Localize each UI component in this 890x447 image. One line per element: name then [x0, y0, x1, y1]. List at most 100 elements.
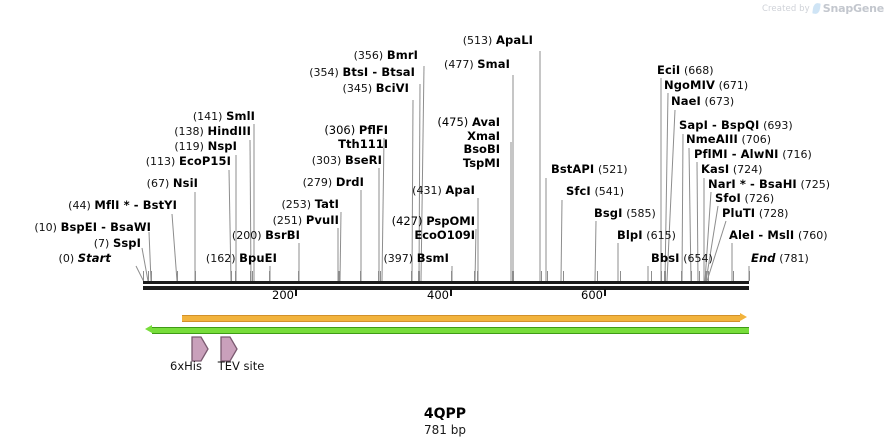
- site-tick-bbsi[interactable]: [650, 271, 652, 281]
- tag-arrow-6xhis[interactable]: [190, 334, 210, 364]
- site-tick-pspomi[interactable]: [474, 271, 476, 281]
- site-label-bspei[interactable]: (10) BspEI - BsaWI: [34, 221, 151, 235]
- site-tick-avai[interactable]: [511, 271, 513, 281]
- site-label-sapi[interactable]: SapI - BspQI (693): [679, 118, 793, 133]
- site-label-bsgi[interactable]: BsgI (585): [594, 207, 656, 221]
- site-label-bseri[interactable]: (303) BseRI: [312, 154, 382, 168]
- site-label-pluti[interactable]: PluTI (728): [722, 206, 788, 221]
- site-name-smai: SmaI: [477, 57, 510, 71]
- site-label-drdi[interactable]: (279) DrdI: [303, 176, 364, 190]
- site-tick-bmri[interactable]: [419, 271, 421, 281]
- site-tick-nari[interactable]: [705, 271, 707, 281]
- site-pos-hindiii: (138): [174, 125, 204, 138]
- site-tick-alei[interactable]: [732, 271, 734, 281]
- site-tick-pluti[interactable]: [707, 271, 709, 281]
- site-label-sspi[interactable]: (7) SspI: [94, 237, 141, 251]
- site-tick-btsi[interactable]: [417, 271, 419, 281]
- site-pos-nspi: (119): [174, 140, 204, 153]
- site-pos-kasi: (724): [732, 163, 763, 176]
- site-tick-nmeaiii[interactable]: [690, 271, 692, 281]
- site-label-smli[interactable]: (141) SmlI: [193, 110, 255, 124]
- site-label-tati[interactable]: (253) TatI: [281, 198, 339, 212]
- site-tick-apai[interactable]: [477, 271, 479, 281]
- site-tick-pvuii[interactable]: [337, 271, 339, 281]
- site-label-bstapi[interactable]: BstAPI (521): [551, 163, 628, 177]
- site-label-bsrbi[interactable]: (200) BsrBI: [232, 229, 300, 243]
- site-label-alei[interactable]: AleI - MslI (760): [729, 229, 828, 243]
- site-label-start[interactable]: (0) Start: [59, 252, 111, 266]
- site-label-smai[interactable]: (477) SmaI: [444, 57, 510, 72]
- site-label-ngomiv[interactable]: NgoMIV (671): [664, 79, 748, 93]
- site-tick-bsgi[interactable]: [596, 271, 598, 281]
- site-label-sfci[interactable]: SfcI (541): [566, 185, 624, 199]
- tag-arrow-tev-site[interactable]: [219, 334, 239, 364]
- site-tick-blpi[interactable]: [620, 271, 622, 281]
- site-tick-nspi[interactable]: [235, 271, 237, 281]
- site-label-nspi[interactable]: (119) NspI: [174, 140, 237, 154]
- site-tick-ecop15i[interactable]: [230, 271, 232, 281]
- site-tick-bspei[interactable]: [150, 271, 152, 281]
- site-tick-smli[interactable]: [252, 271, 254, 281]
- site-tick-pflfi[interactable]: [380, 271, 382, 281]
- site-label-bcivi[interactable]: (345) BciVI: [343, 82, 409, 96]
- site-label-bbsi[interactable]: BbsI (654): [651, 252, 713, 266]
- feature-orf-green[interactable]: [145, 325, 749, 334]
- site-tick-ecii[interactable]: [661, 271, 663, 281]
- site-label-nari[interactable]: NarI * - BsaHI (725): [708, 178, 830, 192]
- site-pos-apali: (513): [462, 34, 493, 47]
- site-tick-naei[interactable]: [665, 271, 667, 281]
- site-label-ecii[interactable]: EciI (668): [657, 64, 714, 78]
- site-label-avai[interactable]: (475) AvaI XmaI BsoBI TspMI: [437, 115, 500, 170]
- site-label-bpuei[interactable]: (162) BpuEI: [206, 252, 277, 266]
- site-label-apai[interactable]: (431) ApaI: [412, 184, 475, 198]
- site-tick-kasi[interactable]: [704, 271, 706, 281]
- site-tick-sfci[interactable]: [562, 271, 564, 281]
- site-tick-bcivi[interactable]: [410, 271, 412, 281]
- site-tick-pflmi[interactable]: [698, 271, 700, 281]
- site-tick-sfoi[interactable]: [706, 271, 708, 281]
- site-tick-bsmi[interactable]: [451, 271, 452, 281]
- site-tick-bseri[interactable]: [378, 271, 380, 281]
- site-tick-bstapi[interactable]: [547, 271, 549, 281]
- sequence-length: 781 bp: [424, 423, 466, 437]
- site-tick-start[interactable]: [143, 271, 144, 281]
- site-tick-drdi[interactable]: [359, 271, 361, 281]
- site-label-pflfi[interactable]: (306) PflFI Tth111I: [324, 123, 388, 151]
- site-tick-tati[interactable]: [339, 271, 341, 281]
- site-tick-apali[interactable]: [541, 271, 543, 281]
- site-tick-bsrbi[interactable]: [298, 271, 300, 281]
- feature-orf-orange[interactable]: [182, 313, 748, 322]
- site-label-mfli[interactable]: (44) MflI * - BstYI: [68, 199, 177, 213]
- site-label-hindiii[interactable]: (138) HindIII: [174, 125, 251, 139]
- site-name-pluti: PluTI: [722, 206, 756, 220]
- site-pos-end: (781): [779, 252, 809, 265]
- site-name-end: End: [751, 251, 776, 265]
- site-label-blpi[interactable]: BlpI (615): [617, 229, 676, 243]
- site-tick-mfli[interactable]: [177, 271, 179, 281]
- site-tick-hindiii[interactable]: [250, 271, 252, 281]
- site-tick-smai[interactable]: [513, 271, 515, 281]
- site-label-bmri[interactable]: (356) BmrI: [354, 49, 418, 63]
- site-label-nmeaiii[interactable]: NmeAIII (706): [686, 133, 771, 147]
- sequence-backbone[interactable]: [143, 281, 749, 290]
- site-label-pspomi[interactable]: (427) PspOMI EcoO109I: [392, 214, 475, 242]
- site-label-nsii[interactable]: (67) NsiI: [147, 177, 198, 191]
- site-label-ecop15i[interactable]: (113) EcoP15I: [146, 155, 231, 169]
- site-tick-nsii[interactable]: [195, 271, 196, 281]
- site-label-btsi[interactable]: (354) BtsI - BtsaI: [309, 66, 415, 80]
- site-label-kasi[interactable]: KasI (724): [701, 163, 763, 177]
- site-label-sfoi[interactable]: SfoI (726): [715, 192, 774, 206]
- site-tick-sspi[interactable]: [148, 271, 150, 281]
- site-tick-bpuei[interactable]: [268, 271, 270, 281]
- site-label-pvuii[interactable]: (251) PvuII: [273, 214, 339, 228]
- site-label-end[interactable]: End (781): [751, 251, 809, 266]
- site-label-apali[interactable]: (513) ApaLI: [462, 34, 533, 48]
- feature-orf-orange-body: [182, 315, 740, 322]
- site-name-sapi: SapI - BspQI: [679, 118, 760, 132]
- site-tick-ngomiv[interactable]: [663, 271, 665, 281]
- site-label-naei[interactable]: NaeI (673): [671, 95, 734, 109]
- site-label-pflmi[interactable]: PflMI - AlwNI (716): [694, 148, 812, 162]
- site-tick-end[interactable]: [749, 271, 750, 281]
- site-tick-sapi[interactable]: [680, 271, 682, 281]
- site-label-bsmi[interactable]: (397) BsmI: [383, 252, 449, 266]
